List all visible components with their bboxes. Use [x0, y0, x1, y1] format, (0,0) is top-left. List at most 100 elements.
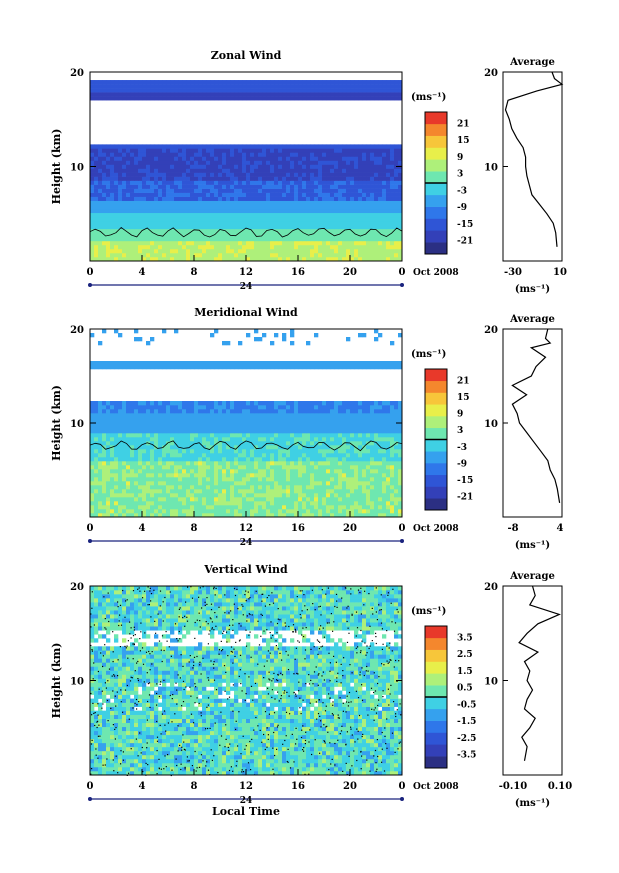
heatmap-cell — [198, 192, 203, 197]
heatmap-cell — [226, 204, 231, 210]
heatmap-cell — [318, 160, 323, 165]
heatmap-cell — [206, 441, 211, 446]
heatmap-cell — [398, 212, 403, 218]
heatmap-cell — [274, 148, 279, 153]
heatmap-cell — [246, 84, 251, 89]
heatmap-cell — [250, 192, 255, 197]
heatmap-cell — [394, 493, 399, 498]
heatmap-cell — [94, 152, 99, 157]
heatmap-cell — [226, 485, 231, 490]
heatmap-cell — [270, 497, 275, 502]
heatmap-cell — [298, 497, 303, 502]
heatmap-cell — [270, 84, 275, 89]
heatmap-cell — [170, 216, 175, 222]
heatmap-cell — [98, 505, 103, 510]
heatmap-cell — [102, 401, 107, 406]
heatmap-cell — [138, 156, 143, 161]
heatmap-cell — [118, 509, 123, 514]
heatmap-cell — [322, 212, 327, 218]
heatmap-cell — [210, 144, 215, 149]
heatmap-cell — [294, 413, 299, 418]
heatmap-cell — [178, 168, 183, 173]
heatmap-cell — [314, 437, 319, 442]
heatmap-cell — [370, 425, 375, 430]
heatmap-cell — [134, 477, 139, 482]
heatmap-cell — [234, 481, 239, 486]
heatmap-cell — [154, 80, 159, 85]
heatmap-cell — [314, 152, 319, 157]
heatmap-cell — [94, 92, 99, 97]
heatmap-cell — [242, 252, 247, 258]
heatmap-cell — [114, 445, 119, 450]
heatmap-cell — [98, 248, 103, 254]
heatmap-cell — [350, 192, 355, 197]
heatmap-cell — [106, 421, 111, 426]
heatmap-cell — [314, 405, 319, 410]
heatmap-cell — [302, 244, 307, 250]
heatmap-cell — [290, 405, 295, 410]
heatmap-cell — [330, 409, 335, 414]
heatmap-cell — [182, 240, 187, 246]
heatmap-cell — [130, 457, 135, 462]
heatmap-cell — [166, 80, 171, 85]
heatmap-cell — [162, 192, 167, 197]
heatmap-cell — [194, 80, 199, 85]
heatmap-cell — [170, 481, 175, 486]
heatmap-cell — [350, 88, 355, 93]
heatmap-cell — [154, 421, 159, 426]
heatmap-cell — [338, 92, 343, 97]
heatmap-cell — [386, 216, 391, 222]
heatmap-cell — [182, 493, 187, 498]
heatmap-cell — [286, 493, 291, 498]
heatmap-cell — [174, 164, 179, 169]
heatmap-cell — [234, 493, 239, 498]
heatmap-cell — [122, 457, 127, 462]
heatmap-cell — [126, 481, 131, 486]
heatmap-cell — [374, 96, 379, 101]
heatmap-cell — [394, 465, 399, 470]
heatmap-cell — [374, 84, 379, 89]
heatmap-cell — [214, 164, 219, 169]
heatmap-cell — [274, 433, 279, 438]
heatmap-cell — [94, 417, 99, 422]
heatmap-cell — [306, 248, 311, 254]
heatmap-cell — [90, 252, 95, 258]
heatmap-cell — [130, 144, 135, 149]
heatmap-cell — [242, 477, 247, 482]
heatmap-cell — [390, 437, 395, 442]
heatmap-cell — [390, 148, 395, 153]
heatmap-cell — [94, 449, 99, 454]
heatmap-cell — [246, 481, 251, 486]
heatmap-cell — [94, 84, 99, 89]
heatmap-cell — [106, 489, 111, 494]
heatmap-cell — [186, 216, 191, 222]
heatmap-cell — [398, 220, 403, 226]
heatmap-cell — [174, 425, 179, 430]
heatmap-cell — [302, 465, 307, 470]
heatmap-cell — [142, 421, 147, 426]
heatmap-cell — [166, 148, 171, 153]
heatmap-cell — [250, 180, 255, 185]
heatmap-cell — [334, 449, 339, 454]
heatmap-cell — [194, 196, 199, 201]
heatmap-cell — [94, 148, 99, 153]
heatmap-cell — [362, 188, 367, 193]
heatmap-cell — [210, 152, 215, 157]
heatmap-cell — [218, 489, 223, 494]
heatmap-cell — [278, 212, 283, 218]
heatmap-cell — [194, 224, 199, 230]
heatmap-cell — [158, 152, 163, 157]
heatmap-cell — [194, 409, 199, 414]
heatmap-cell — [394, 96, 399, 101]
heatmap-cell — [302, 489, 307, 494]
heatmap-cell — [190, 196, 195, 201]
heatmap-cell — [382, 441, 387, 446]
heatmap-cell — [246, 204, 251, 210]
heatmap-cell — [162, 88, 167, 93]
heatmap-cell — [334, 489, 339, 494]
heatmap-cell — [170, 244, 175, 250]
heatmap-cell — [114, 405, 119, 410]
heatmap-cell — [266, 196, 271, 201]
heatmap-cell — [314, 216, 319, 222]
heatmap-cell — [294, 469, 299, 474]
